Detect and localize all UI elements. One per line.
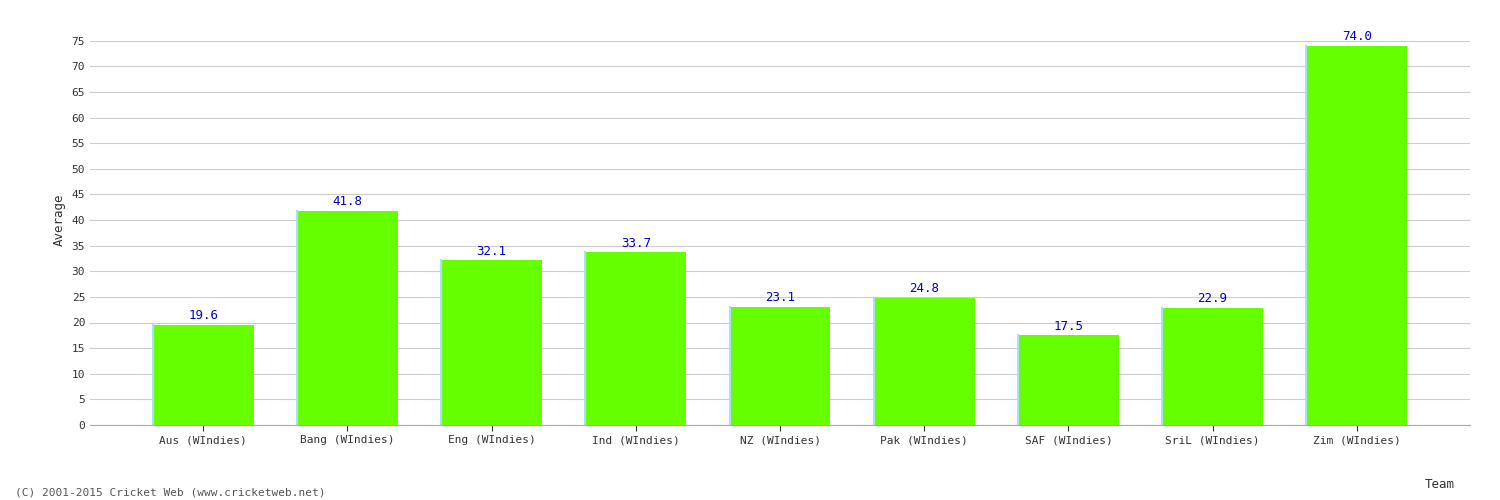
Bar bbox=[1019, 336, 1119, 425]
Text: 22.9: 22.9 bbox=[1197, 292, 1227, 305]
Y-axis label: Average: Average bbox=[53, 194, 66, 246]
Text: 41.8: 41.8 bbox=[333, 195, 363, 208]
Bar bbox=[1162, 308, 1263, 425]
Bar bbox=[153, 324, 254, 425]
Text: 23.1: 23.1 bbox=[765, 291, 795, 304]
Bar bbox=[297, 211, 398, 425]
Text: 32.1: 32.1 bbox=[477, 245, 507, 258]
Bar bbox=[873, 298, 975, 425]
Text: Team: Team bbox=[1425, 478, 1455, 490]
Text: 19.6: 19.6 bbox=[188, 309, 218, 322]
Bar bbox=[1306, 46, 1407, 425]
Text: 33.7: 33.7 bbox=[621, 236, 651, 250]
Bar bbox=[585, 252, 687, 425]
Text: 24.8: 24.8 bbox=[909, 282, 939, 296]
Text: (C) 2001-2015 Cricket Web (www.cricketweb.net): (C) 2001-2015 Cricket Web (www.cricketwe… bbox=[15, 488, 326, 498]
Text: 74.0: 74.0 bbox=[1342, 30, 1372, 43]
Bar bbox=[441, 260, 542, 425]
Text: 17.5: 17.5 bbox=[1053, 320, 1083, 333]
Bar bbox=[729, 306, 831, 425]
